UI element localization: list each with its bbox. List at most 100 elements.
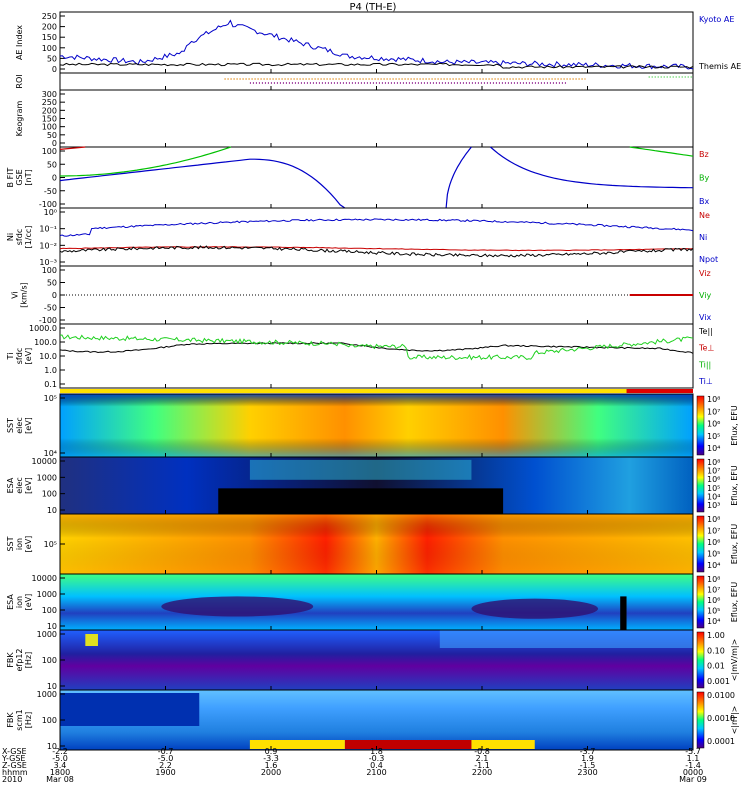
colorbar-tick: 1.00: [707, 631, 725, 640]
ytick-label: 100: [42, 606, 57, 615]
colorbar: [696, 458, 705, 513]
ytick-label: 10⁰: [44, 208, 57, 217]
ephem-y: -0.3: [369, 754, 385, 763]
ti-line: [59, 334, 694, 361]
legend-entry: Npot: [699, 255, 718, 264]
by-line-2: [629, 146, 694, 157]
ytick-label: 10⁻¹: [39, 225, 57, 234]
ephem-hhmm: 1800: [50, 768, 70, 777]
colorbar-label: Eflux, EFU: [730, 465, 739, 506]
ephem-hhmm: 2100: [366, 768, 386, 777]
ytick-label: 1000: [37, 473, 57, 482]
colorbar-tick: 10⁶: [707, 475, 720, 484]
spectrogram-overlay: [60, 514, 693, 574]
ephem-hhmm: 2000: [261, 768, 281, 777]
panel-frame: [59, 146, 694, 209]
ephem-x: -0.8: [474, 747, 490, 756]
status-bar-red: [626, 389, 693, 393]
ephem-y: -3.3: [263, 754, 279, 763]
spectrogram-warm: [471, 740, 535, 749]
ytick-label: 10: [47, 742, 57, 751]
ephem-hhmm: 2200: [472, 768, 492, 777]
panel-ylabel: [eV]: [24, 417, 33, 434]
ytick-label: 10⁵: [44, 540, 57, 549]
panel-frame: [59, 89, 694, 148]
ytick-label: 0: [52, 65, 57, 74]
ytick-label: -100: [39, 200, 57, 209]
colorbar: [696, 631, 705, 689]
ytick-label: 250: [42, 12, 57, 21]
colorbar-label: Eflux, EFU: [730, 405, 739, 446]
ephem-y: 2.1: [476, 754, 489, 763]
ytick-label: 300: [42, 90, 57, 99]
panel-ylabel: AE Index: [15, 25, 24, 60]
panel-ylabel: ion: [15, 538, 24, 550]
legend-entry: Bx: [699, 197, 709, 206]
colorbar-tick: 0.0001: [707, 737, 735, 746]
panel-ylabel: [Hz]: [24, 712, 33, 728]
ephem-y: -5.0: [52, 754, 68, 763]
ephem-y: 1.9: [581, 754, 594, 763]
panel-ylabel: [eV]: [24, 536, 33, 553]
ytick-label: 10: [47, 622, 57, 631]
ephem-z: 0.4: [370, 761, 383, 770]
kyoto-ae-line: [59, 19, 694, 70]
ephem-x: -2.2: [52, 747, 68, 756]
ytick-label: 150: [42, 115, 57, 124]
panel-ylabel: elec: [15, 417, 24, 433]
spectrogram-band: [60, 693, 200, 726]
ni-line: [59, 218, 694, 237]
panel-frame: [59, 207, 694, 267]
ytick-label: 10⁻²: [39, 241, 57, 250]
ytick-label: 50: [47, 160, 57, 169]
colorbar-tick: 10⁴: [707, 444, 720, 453]
ytick-label: 10: [47, 506, 57, 515]
panel-ti: Ti sfdc [eV] 1000.0 100.0 10.0 1.0 0.1 Te|| Te⊥ Ti…: [6, 323, 714, 389]
legend-entry: Te||: [698, 327, 713, 336]
panel-ylabel: Ni: [6, 233, 15, 241]
panel-ylabel: [eV]: [24, 594, 33, 611]
ephem-date: Mar 08: [46, 775, 74, 784]
ytick-label: 10⁴: [44, 449, 57, 458]
ephemeris-axis: X-GSEY-GSEZ-GSEhhmm2010-2.2-5.03.41800Ma…: [1, 747, 707, 784]
bx-line-2: [445, 146, 472, 209]
panel-ylabel: [eV]: [24, 348, 33, 365]
ephem-hhmm: 1900: [155, 768, 175, 777]
ytick-label: 1000: [37, 630, 57, 639]
colorbar-tick: 10⁷: [707, 407, 720, 416]
spectrogram-void: [218, 488, 504, 514]
ytick-label: 0: [52, 291, 57, 300]
ytick-label: 100.0: [34, 338, 57, 347]
spectrogram-esa-ion: [60, 574, 693, 630]
npot-line: [59, 245, 694, 258]
ytick-label: 100: [42, 656, 57, 665]
colorbar-tick: 10⁴: [707, 492, 720, 501]
legend-entry: Ti||: [698, 360, 711, 369]
panel-ylabel: efp12: [15, 649, 24, 672]
panel-esa-e: ESA elec [eV] 10000 1000 100 10 10⁸10⁷10⁶10⁵10⁴…: [6, 456, 739, 515]
spectrogram-warm: [249, 740, 345, 749]
legend-entry: Themis AE: [698, 62, 741, 71]
legend-entry: Viz: [699, 269, 711, 278]
bx-line-3: [490, 146, 693, 189]
spectrogram-band: [439, 630, 693, 648]
colorbar: [696, 395, 705, 456]
spectrogram-gap: [620, 596, 627, 630]
panel-ylabel: B FIT: [6, 167, 15, 187]
panel-ylabel: [km/s]: [20, 282, 29, 308]
ytick-label: 100: [42, 490, 57, 499]
colorbar: [696, 575, 705, 629]
ephem-x: -5.7: [685, 747, 701, 756]
ephem-hhmm: 2300: [577, 768, 597, 777]
legend-entry: Viy: [699, 291, 712, 300]
colorbar-tick: 10⁴: [707, 617, 720, 626]
ephem-row-label: 2010: [2, 775, 22, 784]
ephem-row-label: Y-GSE: [1, 754, 25, 763]
ytick-label: 100: [42, 123, 57, 132]
colorbar-tick: 10⁵: [707, 432, 720, 441]
panel-ylabel: FBK: [6, 652, 15, 668]
spectrogram-blob: [161, 596, 314, 617]
by-line: [60, 146, 232, 177]
